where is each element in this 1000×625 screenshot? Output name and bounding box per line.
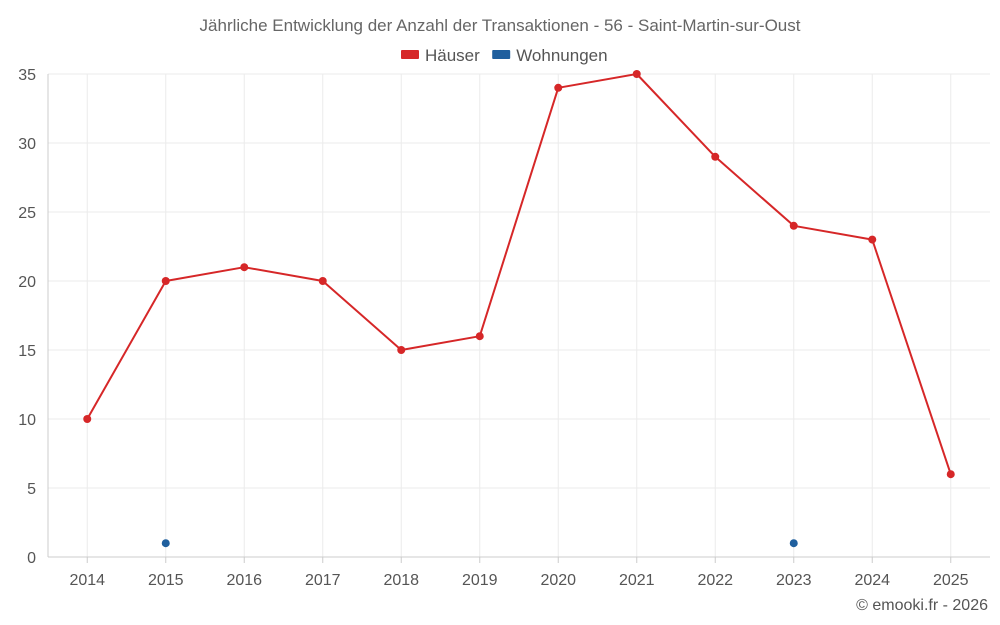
data-point-haeuser[interactable] [161,277,170,285]
y-tick-label: 35 [18,67,36,84]
legend: Häuser Wohnungen [401,46,608,65]
legend-swatch [492,50,511,59]
y-tick-label: 30 [18,136,36,153]
y-tick-label: 10 [18,412,36,429]
data-point-haeuser[interactable] [475,332,484,341]
x-tick-label: 2020 [540,572,576,589]
x-tick-label: 2024 [854,572,890,589]
y-tick-label: 20 [18,274,36,291]
data-point-haeuser[interactable] [632,70,641,78]
axes [47,74,990,563]
x-tick-label: 2023 [776,572,812,589]
series [83,70,955,548]
x-tick-label: 2019 [462,572,498,589]
x-tick-label: 2017 [305,572,341,589]
data-point-haeuser[interactable] [946,470,955,479]
x-tick-label: 2016 [226,572,262,589]
x-tick-label: 2022 [697,572,733,589]
data-point-haeuser[interactable] [397,346,406,354]
legend-label[interactable]: Häuser [425,46,480,65]
chart-title: Jährliche Entwicklung der Anzahl der Tra… [200,16,801,35]
data-point-haeuser[interactable] [868,235,877,244]
data-point-haeuser[interactable] [318,277,327,285]
data-point-haeuser[interactable] [240,263,249,272]
data-point-haeuser[interactable] [711,152,720,161]
data-point-haeuser[interactable] [83,415,92,423]
legend-label[interactable]: Wohnungen [516,46,607,65]
y-tick-label: 0 [27,550,36,567]
series-line-haeuser [86,73,952,475]
data-point-haeuser[interactable] [554,83,563,92]
copyright-text: © emooki.fr - 2026 [856,597,988,614]
x-tick-label: 2018 [383,572,419,589]
data-point-wohnungen[interactable] [161,539,170,548]
y-tick-label: 5 [27,481,36,498]
grid [48,73,990,557]
x-tick-label: 2014 [69,572,105,589]
y-tick-label: 15 [18,343,36,360]
data-point-haeuser[interactable] [789,221,798,230]
y-tick-label: 25 [18,205,36,222]
data-point-wohnungen[interactable] [789,539,798,548]
legend-swatch [401,50,419,59]
x-tick-label: 2015 [148,572,184,589]
x-tick-label: 2021 [619,572,655,589]
x-tick-label: 2025 [933,572,969,589]
